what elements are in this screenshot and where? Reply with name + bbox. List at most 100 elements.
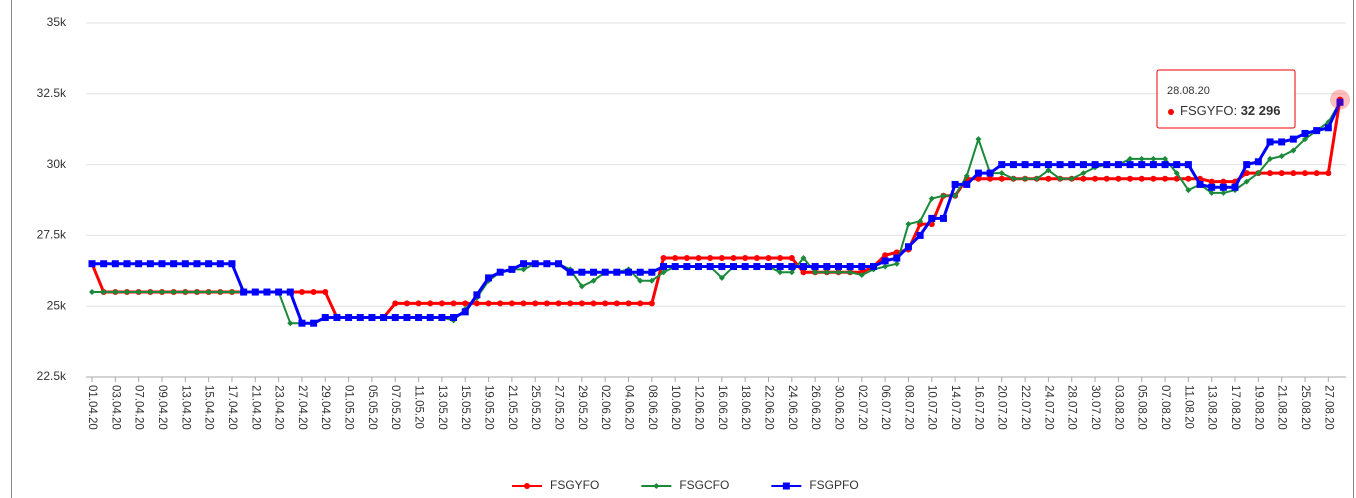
point (753, 263, 761, 271)
x-tick-label: 29.04.20 (319, 385, 331, 430)
point (718, 263, 726, 271)
point (777, 269, 784, 276)
point (1127, 155, 1134, 162)
point (217, 289, 224, 296)
point (1313, 127, 1321, 135)
point (112, 289, 119, 296)
point (741, 263, 749, 271)
point (228, 289, 235, 296)
point (158, 289, 165, 296)
x-tick-label: 23.04.20 (273, 385, 285, 430)
point (811, 263, 819, 271)
point (987, 175, 994, 182)
point (695, 263, 703, 271)
x-tick-label: 15.05.20 (459, 385, 471, 430)
point (240, 288, 248, 296)
point (1243, 178, 1250, 185)
point (1231, 183, 1239, 191)
point (1033, 175, 1040, 182)
point (636, 268, 644, 276)
x-tick-label: 17.04.20 (226, 385, 238, 430)
y-tick-label: 35k (47, 15, 67, 29)
x-tick-label: 13.04.20 (179, 385, 191, 430)
point (1103, 175, 1110, 182)
point (205, 260, 213, 268)
point (1173, 161, 1181, 169)
point (100, 260, 108, 268)
point (415, 314, 423, 322)
x-tick-label: 18.06.20 (739, 385, 751, 430)
x-tick-label: 05.05.20 (366, 385, 378, 430)
point (508, 300, 515, 307)
point (1021, 161, 1029, 169)
point (799, 263, 807, 271)
tooltip-dot (1168, 109, 1174, 115)
point (333, 314, 341, 322)
point (1185, 187, 1192, 194)
x-tick-label: 21.08.20 (1276, 385, 1288, 430)
x-tick-label: 13.08.20 (1206, 385, 1218, 430)
x-tick-label: 19.08.20 (1252, 385, 1264, 430)
point (893, 254, 901, 262)
point (1243, 161, 1251, 169)
point (660, 255, 667, 262)
x-tick-label: 26.06.20 (809, 385, 821, 430)
point (1278, 138, 1286, 146)
point (100, 289, 107, 296)
point (403, 314, 411, 322)
point (835, 269, 842, 276)
point (782, 482, 790, 490)
point (986, 169, 994, 177)
point (1162, 175, 1169, 182)
point (1325, 170, 1332, 177)
y-tick-label: 25k (47, 298, 67, 312)
point (1289, 135, 1297, 143)
point (532, 300, 539, 307)
point (147, 289, 154, 296)
point (753, 255, 760, 262)
point (975, 175, 982, 182)
point (275, 288, 283, 296)
point (520, 266, 527, 273)
x-tick-label: 24.07.20 (1042, 385, 1054, 430)
point (123, 260, 131, 268)
point (881, 257, 889, 265)
x-tick-label: 10.06.20 (669, 385, 681, 430)
frame (11, 0, 1354, 498)
point (497, 300, 504, 307)
point (1290, 170, 1297, 177)
point (800, 255, 807, 262)
point (893, 260, 900, 267)
x-tick-label: 07.04.20 (133, 385, 145, 430)
point (1092, 175, 1099, 182)
point (1336, 98, 1344, 106)
point (496, 268, 504, 276)
point (718, 255, 725, 262)
point (1290, 147, 1297, 154)
point (975, 136, 982, 143)
point (963, 180, 971, 188)
point (438, 300, 445, 307)
point (730, 255, 737, 262)
x-tick-label: 01.04.20 (86, 385, 98, 430)
point (193, 260, 201, 268)
point (543, 300, 550, 307)
point (89, 289, 95, 296)
point (485, 300, 492, 307)
point (438, 314, 446, 322)
point (590, 268, 598, 276)
point (578, 300, 585, 307)
point (660, 263, 668, 271)
point (776, 263, 784, 271)
point (321, 314, 329, 322)
point (205, 289, 212, 296)
x-tick-label: 02.07.20 (856, 385, 868, 430)
legend-item: FSGCFO (641, 478, 729, 492)
point (1009, 161, 1017, 169)
y-tick-label: 30k (47, 157, 67, 171)
point (450, 314, 458, 322)
point (653, 483, 660, 489)
point (520, 260, 528, 268)
point (415, 300, 422, 307)
point (1173, 175, 1180, 182)
